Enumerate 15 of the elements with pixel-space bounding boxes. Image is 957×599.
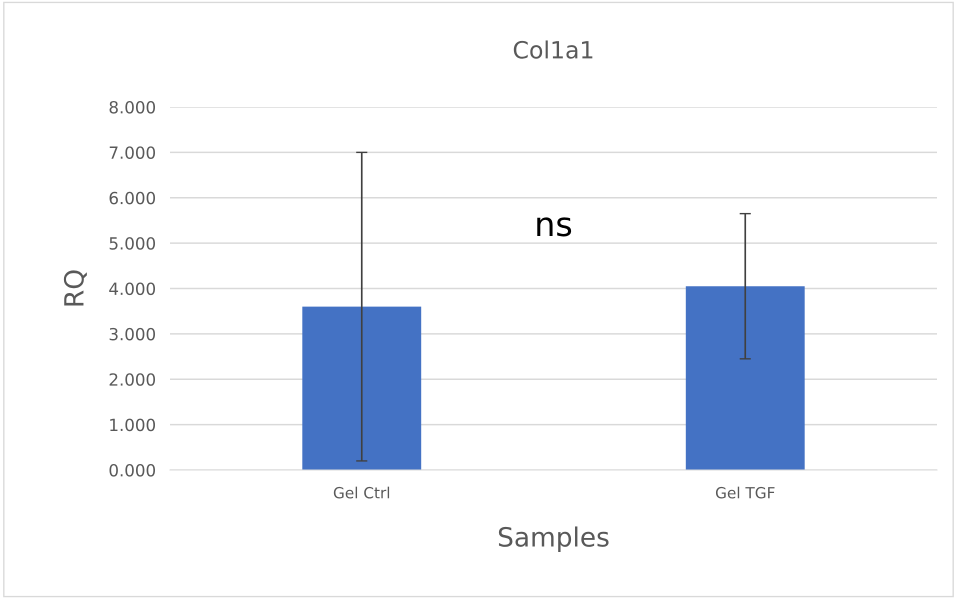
y-tick-label: 4.000 [109,282,156,296]
y-tick-label: 8.000 [110,100,156,114]
y-tick-label: 1.000 [110,418,156,432]
y-tick-label: 5.000 [110,237,156,250]
y-axis-title: RQ [64,270,87,306]
y-tick-label: 2.000 [110,373,156,386]
x-tick-label: Gel TGF [716,486,775,498]
y-tick-label: 3.000 [110,328,156,340]
x-tick-label: Gel Ctrl [334,486,390,498]
y-tick-label: 0.000 [109,464,156,477]
chart-title: Col1a1 [514,40,592,59]
y-tick-label: 7.000 [110,146,156,159]
y-tick-label: 6.000 [110,192,156,204]
annotation: ns [537,217,572,236]
x-axis-title: Samples [498,526,609,552]
